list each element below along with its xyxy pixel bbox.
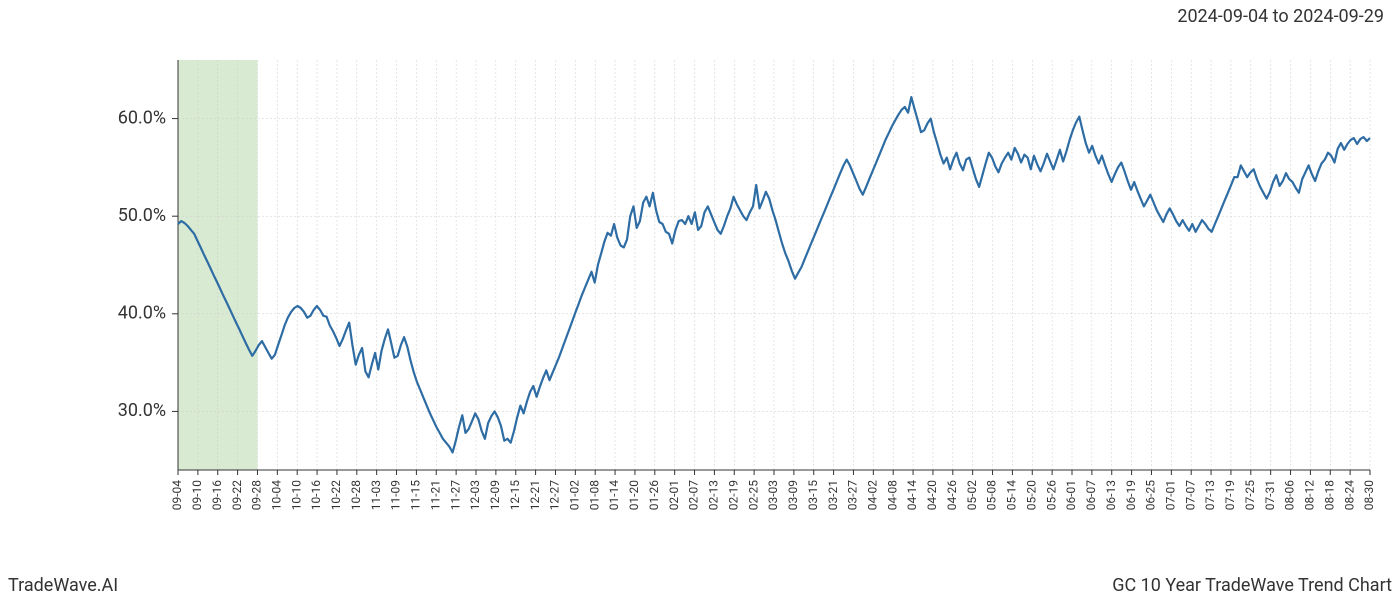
x-tick-label: 10-16 bbox=[309, 480, 323, 511]
trend-line bbox=[178, 97, 1370, 452]
x-tick-label: 04-08 bbox=[885, 480, 899, 511]
footer-brand: TradeWave.AI bbox=[8, 575, 118, 596]
x-tick-label: 05-08 bbox=[985, 480, 999, 511]
x-tick-label: 08-24 bbox=[1342, 480, 1356, 511]
x-tick-label: 03-27 bbox=[846, 480, 860, 511]
x-tick-label: 10-10 bbox=[289, 480, 303, 511]
x-tick-label: 07-01 bbox=[1164, 480, 1178, 510]
x-tick-label: 06-01 bbox=[1064, 480, 1078, 510]
x-tick-label: 01-20 bbox=[627, 480, 641, 511]
x-tick-label: 01-08 bbox=[587, 480, 601, 511]
x-tick-label: 09-28 bbox=[250, 480, 264, 511]
x-tick-label: 01-26 bbox=[647, 480, 661, 511]
x-tick-label: 02-25 bbox=[746, 480, 760, 511]
x-tick-label: 02-13 bbox=[707, 480, 721, 510]
x-tick-label: 06-19 bbox=[1124, 480, 1138, 510]
x-tick-label: 05-26 bbox=[1044, 480, 1058, 511]
x-tick-label: 06-25 bbox=[1144, 480, 1158, 511]
x-tick-label: 08-18 bbox=[1322, 480, 1336, 511]
x-tick-label: 07-07 bbox=[1183, 480, 1197, 511]
chart-title: GC 10 Year TradeWave Trend Chart bbox=[1112, 575, 1392, 596]
x-tick-label: 11-03 bbox=[369, 480, 383, 510]
x-tick-label: 03-21 bbox=[826, 480, 840, 510]
x-tick-label: 01-14 bbox=[607, 480, 621, 511]
x-tick-label: 05-02 bbox=[965, 480, 979, 511]
x-tick-label: 11-15 bbox=[409, 480, 423, 511]
x-tick-label: 02-19 bbox=[726, 480, 740, 510]
y-tick-label: 60.0% bbox=[118, 107, 166, 128]
x-tick-label: 08-30 bbox=[1362, 480, 1376, 511]
x-tick-label: 08-06 bbox=[1283, 480, 1297, 511]
x-tick-label: 11-27 bbox=[448, 480, 462, 511]
x-tick-label: 08-12 bbox=[1303, 480, 1317, 511]
x-tick-label: 06-07 bbox=[1084, 480, 1098, 511]
x-tick-label: 04-26 bbox=[945, 480, 959, 511]
x-tick-label: 02-01 bbox=[667, 480, 681, 510]
x-tick-label: 12-03 bbox=[468, 480, 482, 510]
x-tick-label: 07-13 bbox=[1203, 480, 1217, 510]
x-tick-label: 11-09 bbox=[389, 480, 403, 510]
x-tick-label: 05-14 bbox=[1005, 480, 1019, 511]
x-tick-label: 12-15 bbox=[508, 480, 522, 511]
x-tick-label: 09-04 bbox=[170, 480, 184, 511]
x-tick-label: 04-14 bbox=[905, 480, 919, 511]
x-tick-label: 03-03 bbox=[766, 480, 780, 510]
x-tick-label: 03-09 bbox=[786, 480, 800, 510]
x-tick-label: 04-20 bbox=[925, 480, 939, 511]
x-tick-label: 11-21 bbox=[428, 480, 442, 510]
x-tick-label: 07-25 bbox=[1243, 480, 1257, 511]
x-tick-label: 07-19 bbox=[1223, 480, 1237, 510]
x-tick-label: 06-13 bbox=[1104, 480, 1118, 510]
y-tick-label: 30.0% bbox=[118, 400, 166, 421]
y-tick-label: 40.0% bbox=[118, 303, 166, 324]
x-tick-label: 12-21 bbox=[528, 480, 542, 510]
x-tick-label: 03-15 bbox=[806, 480, 820, 511]
x-tick-label: 10-22 bbox=[329, 480, 343, 511]
line-chart: 30.0% 40.0% 50.0% 60.0% 09-04 09-10 09-16 09-22… bbox=[0, 40, 1400, 560]
x-tick-label: 10-28 bbox=[349, 480, 363, 511]
x-tick-label: 10-04 bbox=[270, 480, 284, 511]
x-tick-label: 04-02 bbox=[866, 480, 880, 511]
x-tick-label: 07-31 bbox=[1263, 480, 1277, 510]
x-tick-label: 01-02 bbox=[568, 480, 582, 511]
x-tick-label: 02-07 bbox=[687, 480, 701, 511]
chart-container: 30.0% 40.0% 50.0% 60.0% 09-04 09-10 09-16 09-22… bbox=[0, 40, 1400, 560]
x-tick-label: 12-27 bbox=[548, 480, 562, 511]
date-range-label: 2024-09-04 to 2024-09-29 bbox=[1177, 6, 1384, 27]
x-tick-label: 09-16 bbox=[210, 480, 224, 511]
x-tick-label: 09-22 bbox=[230, 480, 244, 511]
x-tick-label: 09-10 bbox=[190, 480, 204, 511]
y-tick-label: 50.0% bbox=[118, 205, 166, 226]
x-tick-label: 05-20 bbox=[1024, 480, 1038, 511]
x-tick-label: 12-09 bbox=[488, 480, 502, 510]
